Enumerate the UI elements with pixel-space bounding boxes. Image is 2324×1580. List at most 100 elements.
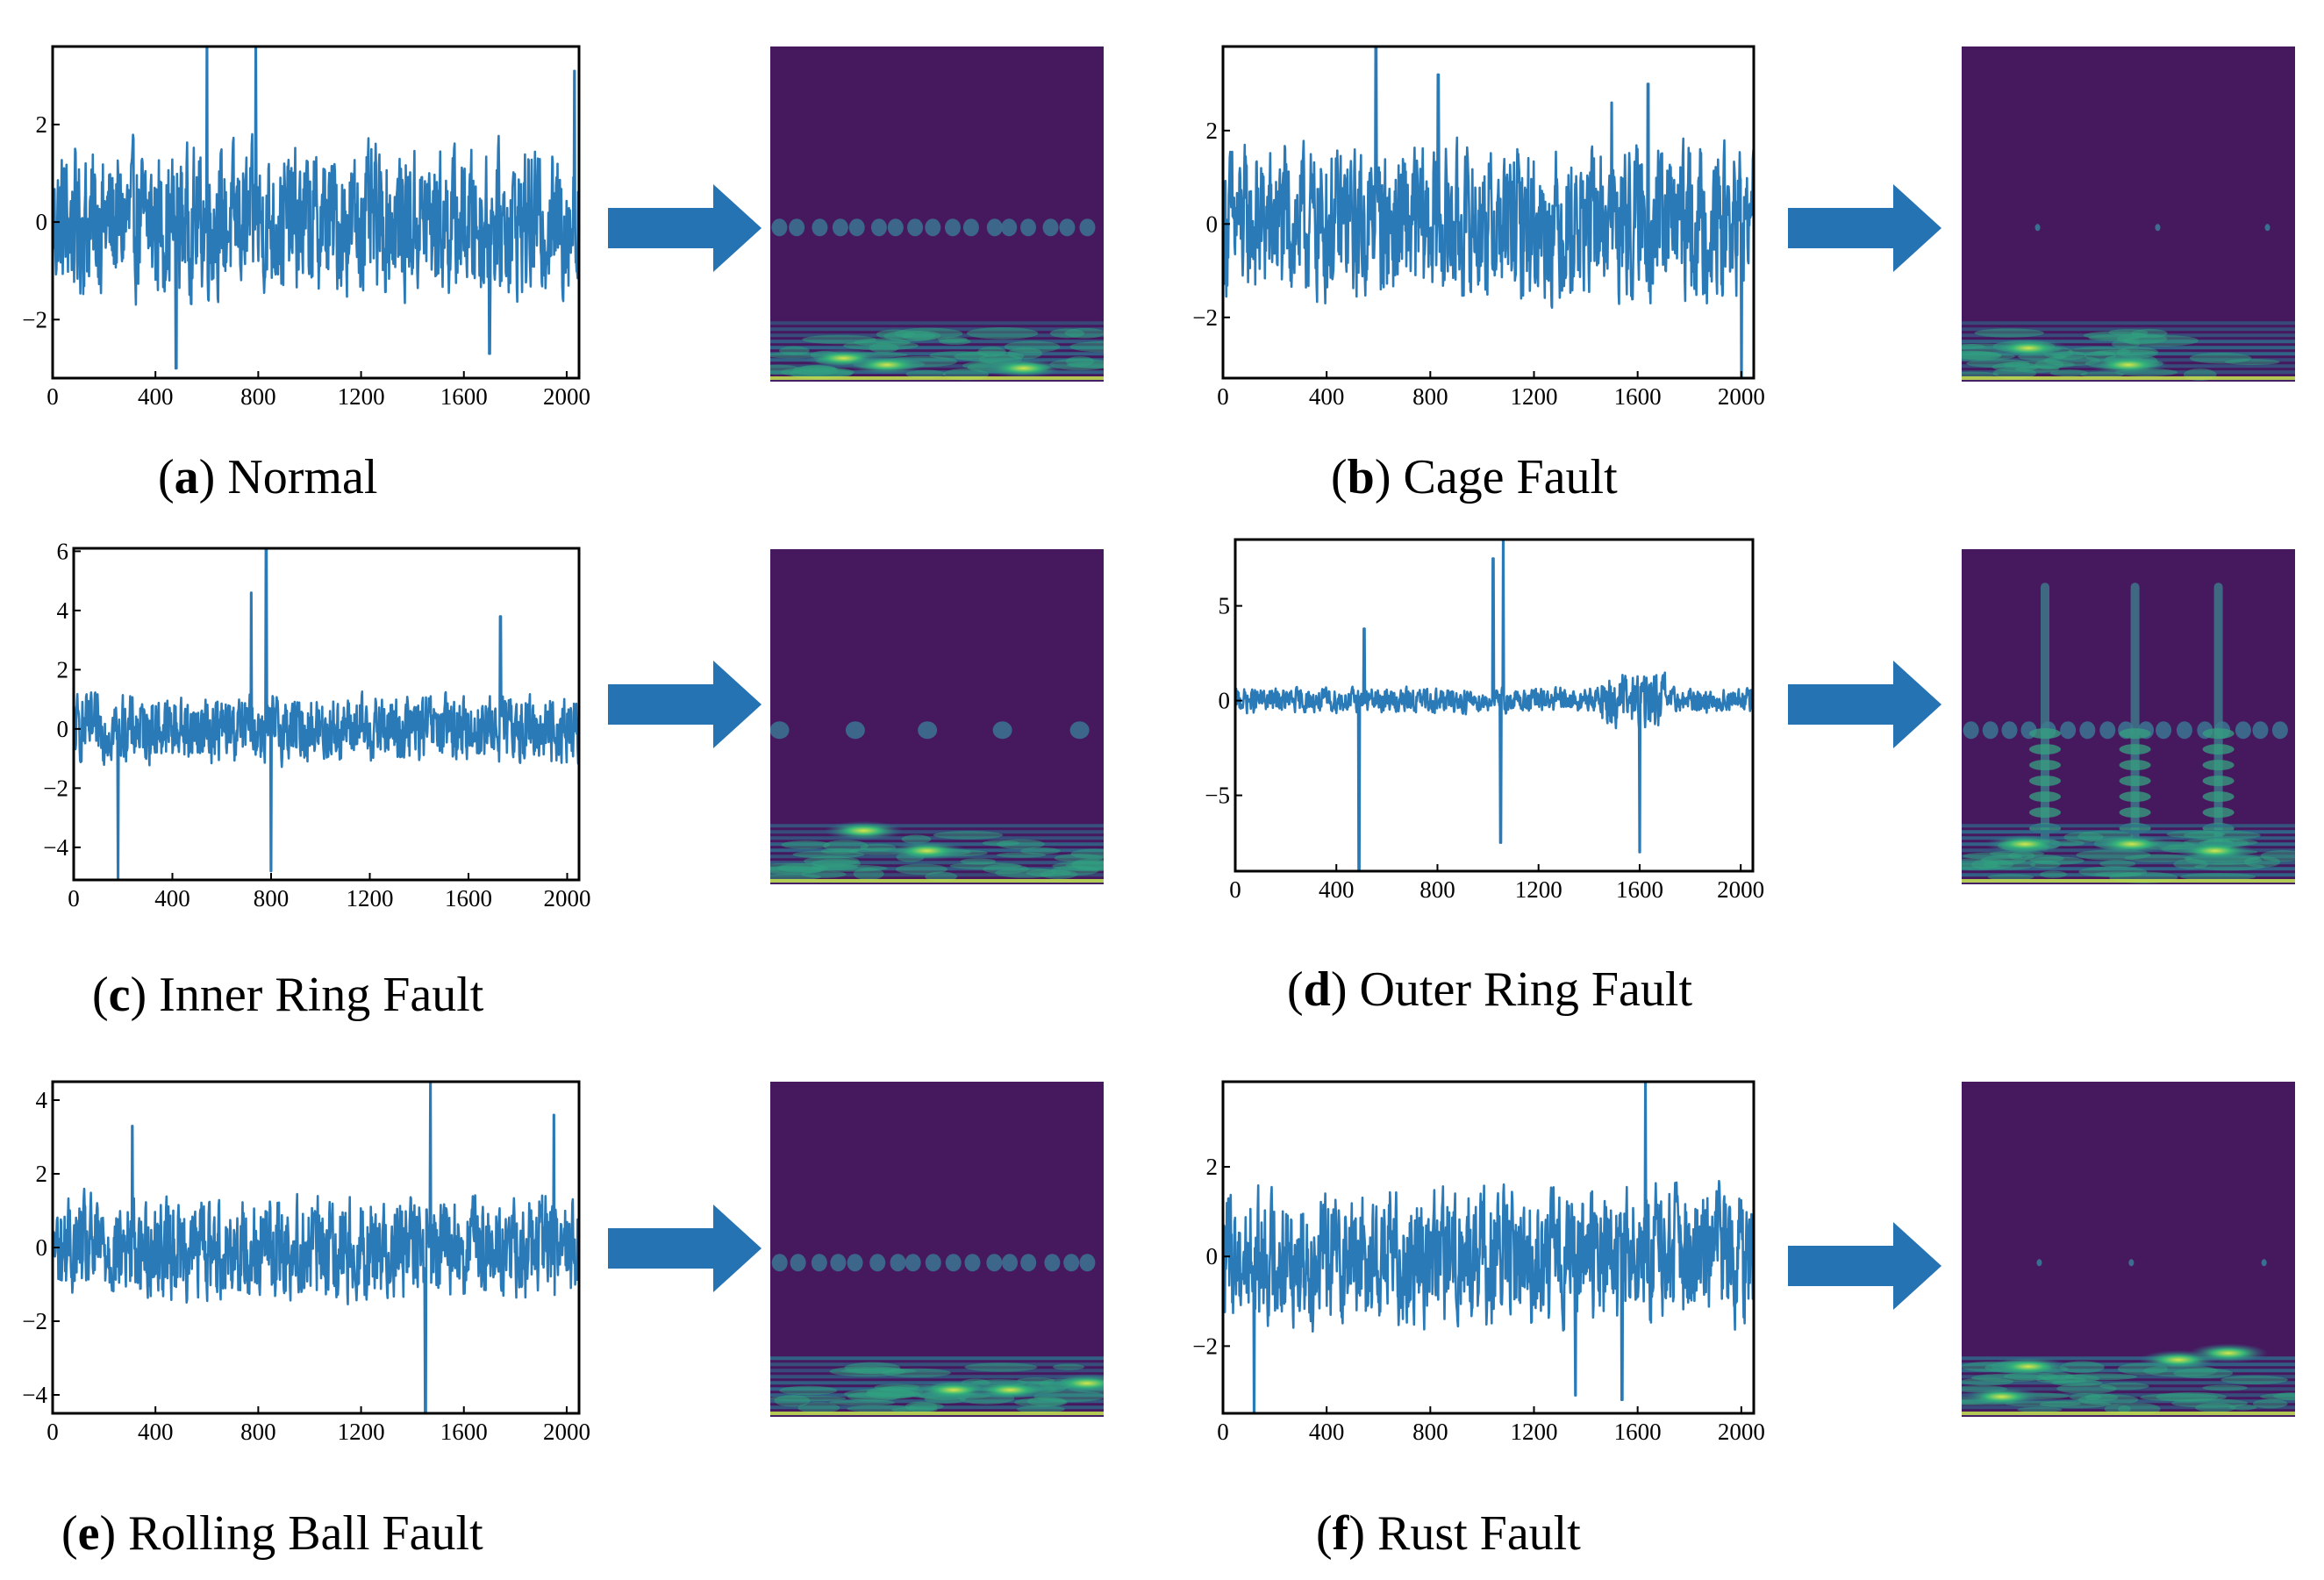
spectrogram-blob: [967, 326, 1039, 340]
spectrogram-blob: [829, 1366, 906, 1377]
spectrogram-band: [770, 1412, 1104, 1415]
spectrogram-blob: [2194, 1403, 2236, 1412]
caption-f: (f) Rust Fault: [1316, 1506, 1581, 1561]
spectrogram-blob: [1044, 1254, 1061, 1272]
signal-line: [53, 46, 579, 370]
spectrogram-blob: [962, 218, 979, 237]
spectrogram-blob: [865, 1388, 915, 1399]
spectrogram-hotspot: [983, 358, 1063, 378]
spectrogram-blob: [986, 1254, 1003, 1272]
spectrogram-blob: [2194, 862, 2265, 871]
spectrogram-blob: [2180, 873, 2256, 881]
spectrogram-blob: [1962, 371, 1999, 378]
spectrogram-blob: [2271, 721, 2288, 740]
spectrogram-blob: [925, 218, 941, 237]
spectrogram-hotspot: [2092, 834, 2171, 854]
spectrogram-band: [770, 830, 1104, 834]
signal-line: [1223, 1082, 1754, 1413]
spectrogram-blob: [925, 1254, 941, 1272]
x-tick-label: 2000: [544, 885, 591, 912]
y-tick-label: 0: [57, 716, 69, 742]
spectrogram-blob: [1001, 218, 1018, 237]
caption-text-d: Outer Ring Fault: [1347, 962, 1692, 1017]
spectrogram-blob: [2202, 728, 2235, 740]
x-tick-label: 0: [1217, 383, 1229, 410]
caption-letter-e: e: [77, 1506, 100, 1561]
spectrogram-blob: [2017, 1406, 2063, 1412]
spectrogram-background: [1962, 46, 2295, 382]
spectrogram-hotspot: [2189, 1343, 2268, 1363]
x-tick-label: 1600: [440, 1419, 488, 1445]
spectrogram-blob: [771, 218, 788, 237]
spectrogram-hotspot: [1989, 338, 2068, 358]
spectrogram-blob: [828, 1399, 896, 1406]
y-tick-label: 6: [57, 538, 69, 564]
spectrogram-blob: [2119, 776, 2151, 787]
spectrogram-blob: [2119, 807, 2151, 819]
spectrogram-band: [1962, 376, 2295, 380]
spectrogram-band: [1962, 1393, 2295, 1398]
spectrogram-blob: [1020, 1254, 1037, 1272]
caption-e: (e) Rolling Ball Fault: [61, 1506, 483, 1561]
x-tick-label: 1600: [1614, 1419, 1662, 1445]
spectrogram-blob: [896, 863, 947, 876]
spectrogram-blob: [2059, 1361, 2105, 1374]
signal-plot-a: 0 400 800 1200 1600 2000 2 0 −2: [22, 45, 590, 410]
spectrogram-blob: [918, 721, 938, 740]
spectrogram-blob: [2119, 744, 2151, 755]
spectrogram-band: [1962, 879, 2295, 883]
spectrogram-blob: [2029, 728, 2061, 740]
spectrogram-blob: [770, 721, 790, 740]
spectrogram-a: [770, 46, 1104, 382]
spectrogram-blob: [2029, 807, 2061, 819]
spectrogram-band: [770, 376, 1104, 380]
spectrogram-blob: [1026, 869, 1071, 877]
plot-frame: [51, 45, 581, 380]
spectrogram-blob: [1079, 218, 1096, 237]
spectrogram-blob: [2003, 360, 2076, 369]
spectrogram-blob: [944, 218, 961, 237]
spectrogram-blob: [800, 870, 847, 878]
right-arrow-icon: [1788, 184, 1941, 272]
spectrogram-blob: [2202, 776, 2235, 787]
y-tick-label: 2: [36, 1161, 48, 1187]
spectrogram-blob: [907, 218, 924, 237]
y-tick-label: −4: [43, 834, 68, 861]
spectrogram-blob: [986, 218, 1003, 237]
y-tick-label: 0: [1219, 688, 1231, 714]
spectrogram-hotspot: [1985, 834, 2065, 854]
spectrogram-blob: [853, 868, 884, 881]
spectrogram-c: [770, 549, 1104, 884]
plot-frame: [1234, 538, 1755, 873]
spectrogram-blob: [2029, 791, 2061, 803]
caption-text-a: Normal: [215, 450, 378, 504]
signal-plot-c: 0 400 800 1200 1600 2000 6 4 2 0 −2 −4: [43, 538, 591, 912]
spectrogram-band: [770, 824, 1104, 828]
spectrogram-blob: [1053, 1363, 1085, 1370]
spectrogram-e: [770, 1082, 1104, 1417]
spectrogram-blob: [945, 1254, 962, 1272]
spectrogram-blob: [1064, 327, 1104, 339]
x-tick-label: 400: [138, 1419, 174, 1445]
right-arrow-icon: [1788, 1222, 1941, 1310]
spectrogram-blob: [2099, 860, 2136, 868]
spectrogram-blob: [992, 721, 1012, 740]
x-tick-label: 0: [68, 885, 80, 912]
right-arrow-icon: [608, 1205, 762, 1292]
x-tick-label: 800: [240, 1419, 276, 1445]
spectrogram-blob: [2264, 224, 2270, 232]
spectrogram-blob: [925, 871, 958, 882]
spectrogram-blob: [1033, 1390, 1104, 1403]
spectrogram-blob: [964, 1254, 981, 1272]
spectrogram-blob: [2029, 776, 2061, 787]
spectrogram-blob: [2228, 1404, 2257, 1411]
spectrogram-hotspot: [970, 1380, 1050, 1400]
signal-plot-f: 0 400 800 1200 1600 2000 2 0 −2: [1192, 1080, 1765, 1445]
caption-text-e: Rolling Ball Fault: [116, 1506, 483, 1561]
spectrogram-hotspot: [887, 840, 967, 861]
spectrogram-blob: [2184, 830, 2261, 840]
caption-letter-f: f: [1332, 1506, 1349, 1561]
x-tick-label: 800: [254, 885, 290, 912]
x-tick-label: 2000: [543, 1419, 590, 1445]
spectrogram-blob: [811, 863, 859, 871]
